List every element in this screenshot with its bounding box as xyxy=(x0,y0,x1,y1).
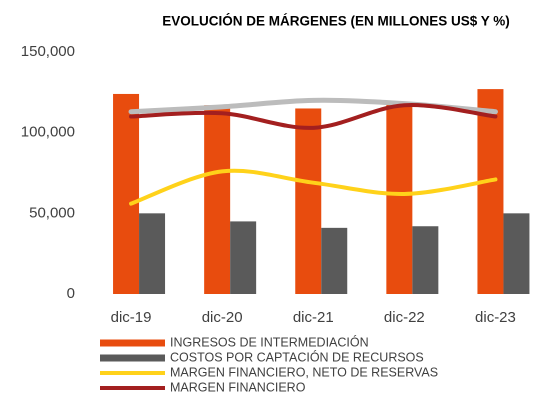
legend-swatch xyxy=(100,339,165,347)
y-tick-label: 0 xyxy=(67,285,75,302)
legend-swatch xyxy=(100,354,165,362)
bar xyxy=(204,105,231,295)
x-tick-label: dic-21 xyxy=(293,309,334,326)
bar xyxy=(113,93,140,295)
y-tick-label: 150,000 xyxy=(21,43,75,60)
x-tick-label: dic-19 xyxy=(111,309,152,326)
y-tick-label: 50,000 xyxy=(29,204,75,221)
bar xyxy=(139,213,166,294)
chart-title: EVOLUCIÓN DE MÁRGENES (EN MILLONES US$ Y… xyxy=(162,14,510,29)
x-tick-label: dic-23 xyxy=(475,309,516,326)
bar xyxy=(295,108,322,294)
legend-label: MARGEN FINANCIERO xyxy=(170,380,306,394)
legend-label: MARGEN FINANCIERO, NETO DE RESERVAS xyxy=(170,365,438,379)
x-tick-label: dic-20 xyxy=(202,309,243,326)
bar xyxy=(412,226,439,294)
bar xyxy=(503,213,530,294)
bar xyxy=(321,227,348,294)
bar xyxy=(386,103,413,294)
x-tick-label: dic-22 xyxy=(384,309,425,326)
legend-label: INGRESOS DE INTERMEDIACIÓN xyxy=(170,334,369,349)
y-tick-label: 100,000 xyxy=(21,124,75,141)
bar xyxy=(230,221,257,294)
line xyxy=(129,103,498,130)
line xyxy=(129,168,498,206)
legend-label: COSTOS POR CAPTACIÓN DE RECURSOS xyxy=(170,349,424,364)
bar xyxy=(477,89,504,295)
